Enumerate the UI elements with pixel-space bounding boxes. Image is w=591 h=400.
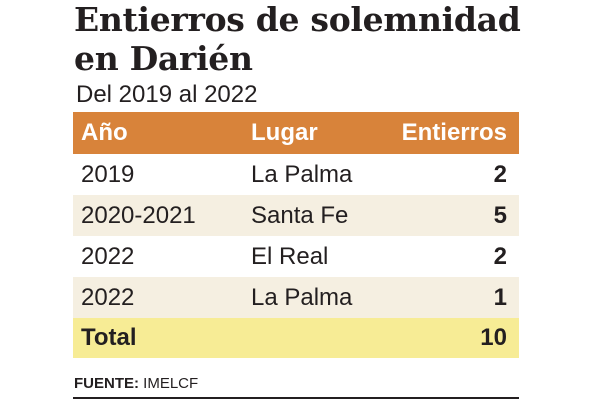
cell-place: La Palma [251,160,353,188]
table-row: 2019 La Palma 2 [73,154,519,195]
cell-burials: 5 [493,201,507,229]
cell-place: La Palma [251,283,353,311]
cell-place: Santa Fe [251,201,349,229]
bottom-rule [73,397,519,399]
source-note: FUENTE: IMELCF [74,375,198,393]
table-header-row: Año Lugar Entierros [73,112,519,154]
table-row: 2022 El Real 2 [73,236,519,277]
cell-burials: 2 [493,160,507,188]
chart-title: Entierros de solemnidad en Darién [74,0,521,78]
cell-year: 2022 [81,283,135,311]
total-label: Total [81,324,137,351]
cell-burials: 2 [493,242,507,270]
header-burials: Entierros [401,119,507,146]
source-label: FUENTE: [74,375,139,392]
total-spacer [251,318,381,358]
data-table: Año Lugar Entierros 2019 La Palma 2 2020… [73,112,519,358]
cell-year: 2019 [81,160,135,188]
header-place: Lugar [251,119,318,146]
chart-subtitle: Del 2019 al 2022 [76,81,258,108]
table-row: 2022 La Palma 1 [73,277,519,318]
source-value: IMELCF [143,375,199,392]
cell-burials: 1 [493,283,507,311]
total-row: Total 10 [73,318,519,358]
total-value: 10 [480,324,507,351]
cell-place: El Real [251,242,329,270]
cell-year: 2022 [81,242,135,270]
header-year: Año [81,119,128,146]
table-row: 2020-2021 Santa Fe 5 [73,195,519,236]
cell-year: 2020-2021 [81,201,196,229]
